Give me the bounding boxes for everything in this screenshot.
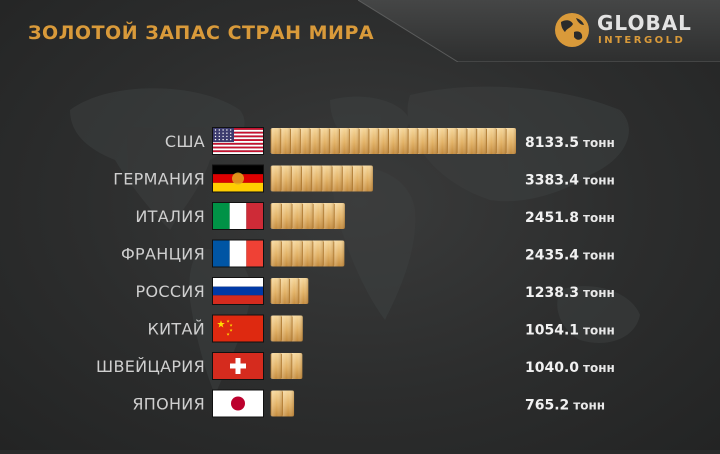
country-label: ИТАЛИЯ	[135, 207, 205, 226]
value-label: 1040.0 тонн	[525, 360, 615, 376]
gold-bar	[270, 128, 516, 154]
de-flag-icon	[212, 164, 264, 193]
value-label: 3383.4 тонн	[525, 173, 615, 189]
gold-bar	[270, 315, 303, 342]
svg-text:★: ★	[229, 328, 233, 333]
country-label: ГЕРМАНИЯ	[113, 170, 205, 189]
country-label: ШВЕЙЦАРИЯ	[96, 357, 205, 376]
svg-text:★: ★	[229, 323, 233, 328]
it-flag-icon	[212, 202, 264, 230]
value-label: 2451.8 тонн	[525, 210, 615, 226]
country-label: РОССИЯ	[136, 282, 205, 301]
gold-reserves-chart: США 8133.5 тонн ГЕРМАНИЯ 3383.4 тонн ИТАЛИЯ 245…	[96, 127, 615, 418]
country-label: ЯПОНИЯ	[132, 395, 205, 414]
global-intergold-logo: GLOBAL INTERGOLD	[552, 8, 702, 52]
svg-text:★: ★	[217, 320, 226, 331]
gold-bar	[270, 278, 309, 304]
bar-row: ШВЕЙЦАРИЯ 1040.0 тонн	[96, 352, 615, 380]
country-label: США	[165, 132, 205, 151]
ch-flag-icon	[212, 352, 264, 380]
value-label: 1054.1 тонн	[525, 323, 615, 339]
gold-bar	[270, 390, 295, 417]
cn-flag-icon: ★ ★★★★	[212, 314, 264, 343]
gold-bar	[270, 240, 345, 267]
value-label: 2435.4 тонн	[525, 248, 615, 264]
jp-flag-icon	[212, 389, 264, 418]
us-flag-icon	[212, 127, 264, 155]
bar-row: США 8133.5 тонн	[165, 127, 615, 155]
value-label: 765.2 тонн	[525, 398, 605, 414]
globe-icon	[555, 13, 589, 47]
country-label: ФРАНЦИЯ	[121, 245, 205, 264]
gold-bar	[270, 353, 303, 379]
logo-plate	[358, 0, 720, 62]
logo-name: GLOBAL	[597, 11, 692, 35]
bar-row: КИТАЙ ★ ★★★★ 1054.1 тонн	[147, 314, 615, 343]
bar-row: ФРАНЦИЯ 2435.4 тонн	[121, 239, 615, 268]
svg-text:★: ★	[226, 319, 230, 324]
country-label: КИТАЙ	[147, 320, 205, 339]
bar-row: РОССИЯ 1238.3 тонн	[136, 277, 615, 305]
bar-row: ЯПОНИЯ 765.2 тонн	[132, 389, 605, 418]
fr-flag-icon	[212, 239, 264, 268]
value-label: 1238.3 тонн	[525, 285, 615, 301]
gold-bar	[270, 165, 373, 192]
gold-bar	[270, 203, 345, 229]
bar-row: ГЕРМАНИЯ 3383.4 тонн	[113, 164, 615, 193]
svg-text:★: ★	[226, 332, 230, 337]
bar-row: ИТАЛИЯ 2451.8 тонн	[135, 202, 615, 230]
logo-subtitle: INTERGOLD	[598, 35, 686, 46]
page-title: ЗОЛОТОЙ ЗАПАС СТРАН МИРА	[28, 22, 375, 44]
value-label: 8133.5 тонн	[525, 135, 615, 151]
ru-flag-icon	[212, 277, 264, 305]
